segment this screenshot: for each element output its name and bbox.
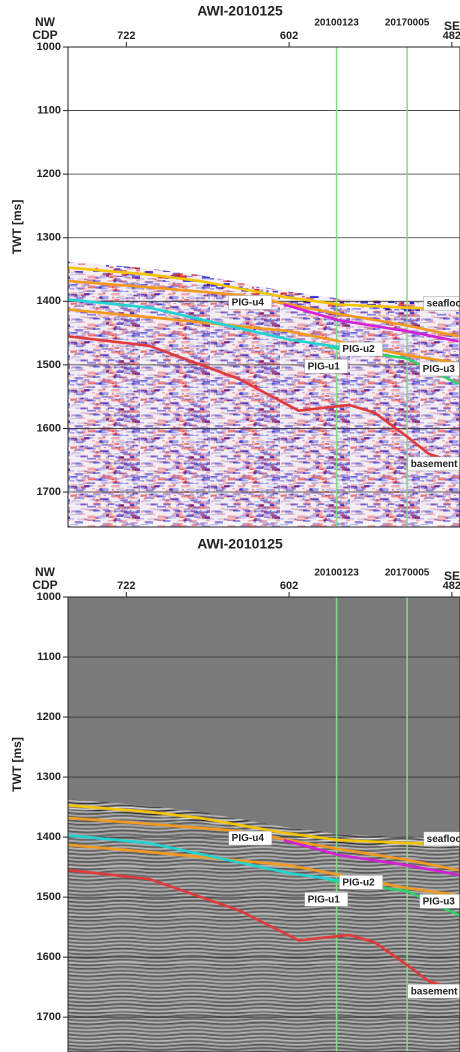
- horizon-label-box: [304, 359, 349, 374]
- y-axis-label: TWT [ms]: [10, 200, 24, 255]
- y-tick-label: 1600: [37, 951, 61, 963]
- horizon: [283, 303, 459, 343]
- y-tick-label: 1700: [37, 486, 61, 498]
- horizon-label: PIG-u4: [232, 298, 265, 309]
- horizon: [68, 266, 459, 311]
- seismic-texture: [68, 809, 460, 1052]
- plot-area: [68, 597, 460, 1052]
- x-tick-label: 482: [443, 580, 460, 592]
- y-tick-label: 1200: [37, 168, 61, 180]
- horizon: [68, 279, 459, 338]
- x-tick-label: 722: [117, 580, 135, 592]
- seismic-texture: [68, 271, 460, 527]
- horizon-label: PIG-u3: [423, 896, 456, 907]
- panel: 1000 1100 1200 1300 1400 1500 1600 1700 20100123…: [10, 536, 460, 1052]
- horizon-label-box: [419, 894, 460, 909]
- x-axis-label: CDP: [32, 28, 57, 42]
- horizon-label-box: [339, 341, 383, 357]
- crossline-label: 20100123: [314, 568, 359, 579]
- horizon: [68, 335, 459, 465]
- y-tick-label: 1300: [37, 232, 61, 244]
- horizon: [68, 816, 459, 872]
- horizon-label: basement: [411, 459, 458, 470]
- right-label: SE: [444, 569, 460, 583]
- horizon-label-box: [423, 296, 460, 311]
- x-tick-label: 602: [280, 580, 298, 592]
- left-label: NW: [35, 565, 56, 579]
- y-tick-label: 1100: [37, 651, 61, 663]
- horizon-label: PIG-u2: [342, 877, 375, 888]
- x-axis-label: CDP: [32, 578, 57, 592]
- y-tick-label: 1100: [37, 104, 61, 116]
- horizon-label: basement: [411, 986, 458, 997]
- horizon-label-box: [423, 831, 460, 847]
- horizon-label: PIG-u4: [232, 833, 265, 844]
- x-tick-label: 722: [117, 30, 135, 42]
- horizon-label: PIG-u3: [423, 364, 456, 375]
- y-tick-label: 1500: [37, 891, 61, 903]
- left-label: NW: [35, 15, 56, 29]
- horizon-label-box: [228, 830, 273, 846]
- horizon: [68, 804, 459, 847]
- horizon-label: PIG-u1: [308, 894, 341, 905]
- horizon-label-box: [407, 456, 460, 472]
- y-tick-label: 1400: [37, 295, 61, 307]
- horizon-label: PIG-u2: [342, 344, 375, 355]
- horizon-label-box: [304, 892, 349, 907]
- right-label: SE: [444, 19, 460, 33]
- crossline-label: 20170005: [385, 18, 430, 29]
- x-tick-label: 602: [280, 30, 298, 42]
- horizon: [68, 308, 459, 365]
- y-tick-label: 1000: [37, 591, 61, 603]
- chart-title: AWI-2010125: [197, 3, 283, 19]
- horizon-label-box: [407, 983, 460, 999]
- y-tick-label: 1700: [37, 1011, 61, 1023]
- horizon-label: seafloor: [427, 834, 460, 845]
- y-tick-label: 1500: [37, 359, 61, 371]
- horizon-label: seafloor: [427, 299, 460, 310]
- panel: 1000 1100 1200 1300 1400 1500 1600 1700 20100123…: [10, 3, 460, 528]
- chart-title: AWI-2010125: [197, 536, 283, 552]
- plot-frame: [67, 596, 460, 1052]
- y-axis-label: TWT [ms]: [10, 737, 24, 792]
- y-tick-label: 1200: [37, 711, 61, 723]
- horizon-label-box: [419, 361, 460, 377]
- y-tick-label: 1600: [37, 422, 61, 434]
- crossline-label: 20170005: [385, 568, 430, 579]
- crossline-label: 20100123: [314, 18, 359, 29]
- plot-area: [68, 47, 460, 527]
- horizon: [283, 838, 459, 877]
- horizon: [68, 843, 459, 897]
- y-tick-label: 1000: [37, 41, 61, 53]
- horizon-label-box: [339, 875, 383, 890]
- y-tick-label: 1400: [37, 831, 61, 843]
- y-tick-label: 1300: [37, 771, 61, 783]
- horizon: [68, 868, 459, 992]
- horizon-label-box: [228, 295, 273, 310]
- plot-frame: [67, 46, 460, 528]
- x-tick-label: 482: [443, 30, 460, 42]
- horizon-label: PIG-u1: [308, 361, 341, 372]
